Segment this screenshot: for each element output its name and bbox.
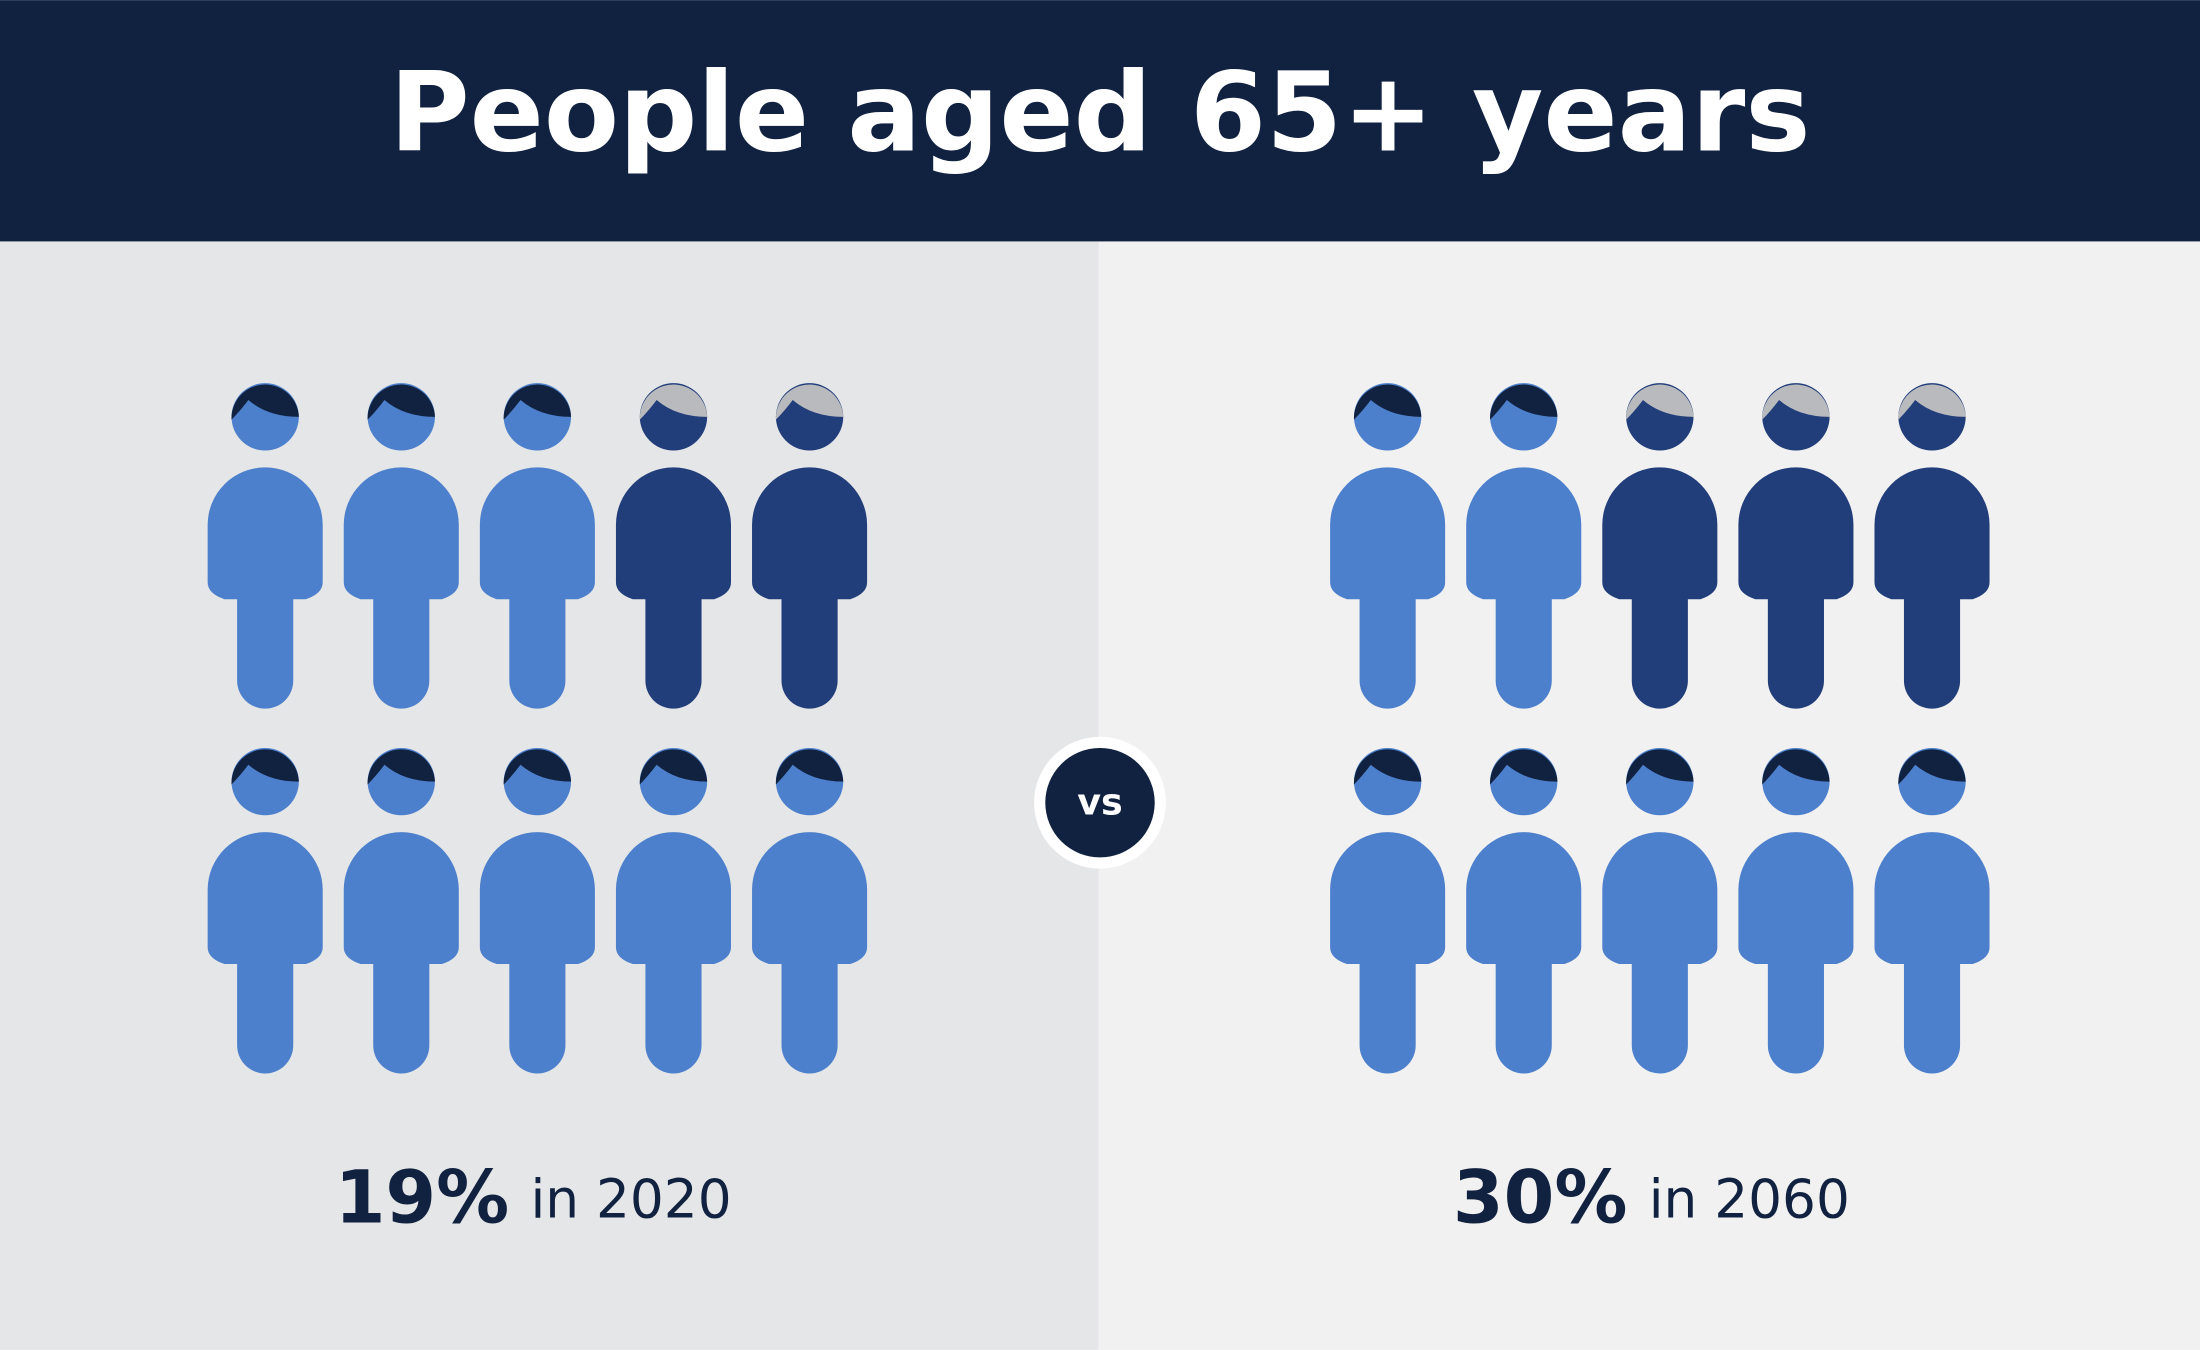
person-icon — [207, 747, 323, 1074]
hair — [775, 749, 844, 785]
person-icon — [1874, 383, 1990, 709]
body — [752, 832, 868, 965]
vs-badge — [1045, 747, 1155, 858]
hair — [639, 749, 708, 785]
leg — [1903, 596, 1961, 709]
hair — [775, 384, 844, 420]
body — [1602, 467, 1718, 600]
person-icon — [1738, 747, 1854, 1074]
person-icon — [1330, 383, 1446, 709]
hair — [231, 384, 299, 420]
leg — [781, 596, 838, 709]
vs-label: vs — [1077, 781, 1122, 824]
person-icon — [1874, 747, 1990, 1074]
body — [1330, 467, 1446, 600]
leg — [509, 961, 566, 1074]
body — [752, 467, 868, 600]
person-icon — [752, 747, 868, 1074]
body — [615, 467, 731, 600]
person-icon — [615, 383, 731, 709]
leg — [1767, 961, 1824, 1074]
pictogram — [207, 383, 1990, 1074]
title: People aged 65+ years — [389, 49, 1810, 177]
person-icon — [479, 747, 595, 1074]
hair — [1626, 749, 1694, 785]
person-icon — [1738, 383, 1854, 709]
hair — [367, 749, 435, 785]
person-icon — [615, 747, 731, 1074]
body — [1602, 832, 1718, 965]
leg — [1767, 596, 1824, 709]
person-icon — [1330, 747, 1446, 1074]
leg — [1495, 596, 1552, 709]
panel-label: 30% in 2060 — [1453, 1156, 1850, 1241]
person-icon — [752, 383, 868, 709]
leg — [1495, 961, 1552, 1074]
body — [479, 832, 595, 965]
body — [1466, 467, 1582, 600]
person-icon — [1466, 383, 1582, 709]
leg — [509, 596, 566, 709]
leg — [645, 596, 702, 709]
body — [343, 832, 459, 965]
person-icon — [343, 383, 459, 709]
body — [1330, 832, 1446, 965]
leg — [1903, 961, 1961, 1074]
person-icon — [1602, 383, 1718, 709]
leg — [1359, 961, 1416, 1074]
hair — [367, 384, 435, 420]
body — [1874, 832, 1990, 965]
body — [343, 467, 459, 600]
body — [1738, 467, 1854, 600]
person-icon — [1602, 747, 1718, 1074]
person-icon — [343, 747, 459, 1074]
hair — [231, 749, 299, 785]
person-icon — [479, 383, 595, 709]
hair — [1762, 384, 1830, 420]
hair — [503, 749, 572, 785]
body — [615, 832, 731, 965]
hair — [503, 384, 572, 420]
hair — [1490, 749, 1558, 785]
caption: in 2060 — [1649, 1168, 1850, 1230]
body — [1874, 467, 1990, 600]
hair — [1762, 749, 1830, 785]
hair — [1898, 749, 1966, 785]
body — [1738, 832, 1854, 965]
hair — [1626, 384, 1694, 420]
body — [1466, 832, 1582, 965]
hair — [1353, 749, 1422, 785]
body — [207, 832, 323, 965]
hair — [1898, 384, 1966, 420]
leg — [781, 961, 838, 1074]
hair — [1490, 384, 1558, 420]
percent: 19% — [335, 1156, 510, 1241]
leg — [373, 961, 430, 1074]
hair — [1353, 384, 1422, 420]
hair — [639, 384, 708, 420]
leg — [373, 596, 430, 709]
caption: in 2020 — [530, 1168, 731, 1230]
header — [0, 0, 2200, 242]
body — [207, 467, 323, 600]
person-icon — [1466, 747, 1582, 1074]
leg — [1631, 596, 1688, 709]
percent: 30% — [1453, 1156, 1628, 1241]
person-icon — [207, 383, 323, 709]
leg — [237, 961, 294, 1074]
leg — [1631, 961, 1688, 1074]
body — [479, 467, 595, 600]
leg — [1359, 596, 1416, 709]
panel-label: 19% in 2020 — [335, 1156, 732, 1241]
leg — [237, 596, 294, 709]
leg — [645, 961, 702, 1074]
